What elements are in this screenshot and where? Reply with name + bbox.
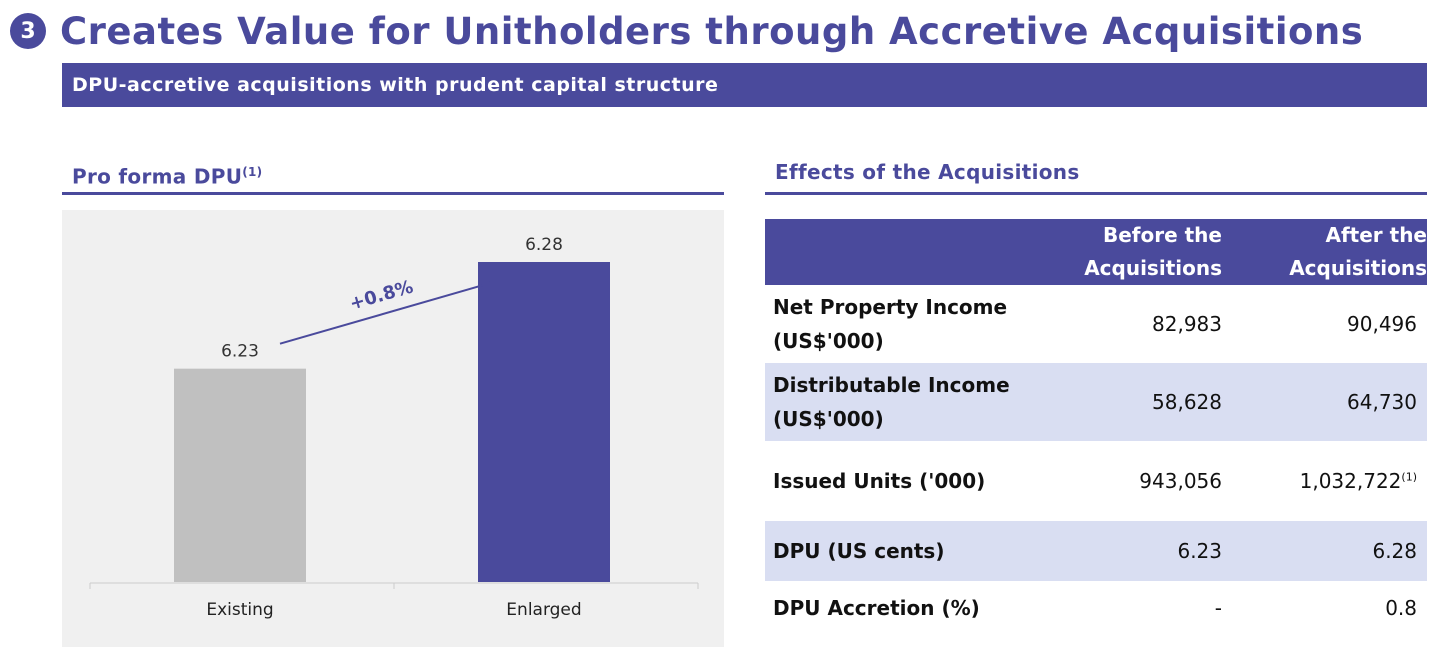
row-value-after: 1,032,722(1) bbox=[1228, 441, 1427, 521]
section-number-badge: 3 bbox=[10, 13, 46, 49]
row-value-before: - bbox=[1214, 596, 1222, 620]
row-value-after: 6.28 bbox=[1228, 521, 1427, 581]
page-title: Creates Value for Unitholders through Ac… bbox=[60, 9, 1364, 53]
row-label: Issued Units ('000) bbox=[773, 469, 986, 493]
row-value-before: 943,056 bbox=[1139, 469, 1222, 493]
table-row: DPU Accretion (%) - 0.8 bbox=[765, 581, 1427, 635]
category-label: Enlarged bbox=[506, 600, 581, 620]
footnote-marker: (1) bbox=[242, 165, 263, 179]
row-value-after: 0.8 bbox=[1385, 596, 1417, 620]
title-row: 3 Creates Value for Unitholders through … bbox=[10, 6, 1363, 56]
growth-annotation: +0.8% bbox=[347, 276, 415, 314]
growth-arrow-head bbox=[481, 280, 494, 291]
table-header-before: Before the Acquisitions bbox=[1047, 219, 1228, 285]
table-header-blank bbox=[765, 219, 1047, 285]
table-row: DPU (US cents) 6.23 6.28 bbox=[765, 521, 1427, 581]
row-label: Net Property Income (US$'000) bbox=[773, 295, 1008, 353]
subtitle-text: DPU-accretive acquisitions with prudent … bbox=[72, 74, 719, 96]
row-label: DPU (US cents) bbox=[765, 521, 1047, 581]
bar-enlarged bbox=[478, 262, 610, 582]
dpu-chart-svg: 6.23 Existing 6.28 Enlarged +0.8% bbox=[89, 235, 699, 620]
table-row: Distributable Income (US$'000) 58,628 64… bbox=[765, 363, 1427, 441]
chart-section-title-text: Pro forma DPU bbox=[72, 164, 243, 189]
chart-section-title: Pro forma DPU(1) bbox=[62, 152, 724, 195]
table-section-title-text: Effects of the Acquisitions bbox=[775, 160, 1080, 184]
row-value-after: 64,730 bbox=[1228, 363, 1427, 441]
row-label: Distributable Income (US$'000) bbox=[765, 363, 1047, 441]
row-label: DPU Accretion (%) bbox=[773, 596, 980, 620]
table-row: Net Property Income (US$'000) 82,983 90,… bbox=[765, 285, 1427, 363]
bar-value-label: 6.28 bbox=[525, 235, 563, 255]
row-value-before: 82,983 bbox=[1152, 312, 1222, 336]
row-value-before: 58,628 bbox=[1047, 363, 1228, 441]
row-value-after: 90,496 bbox=[1347, 312, 1417, 336]
table-header-after: After the Acquisitions bbox=[1228, 219, 1427, 285]
acquisition-effects-table: Before the Acquisitions After the Acquis… bbox=[765, 219, 1427, 635]
bar-value-label: 6.23 bbox=[221, 342, 259, 362]
growth-arrow-line bbox=[279, 283, 487, 345]
footnote-marker: (1) bbox=[1401, 470, 1417, 484]
dpu-chart: 6.23 Existing 6.28 Enlarged +0.8% bbox=[62, 210, 724, 647]
row-value-after-text: 1,032,722 bbox=[1299, 469, 1402, 493]
subtitle-bar: DPU-accretive acquisitions with prudent … bbox=[62, 63, 1427, 107]
bar-existing bbox=[174, 368, 306, 582]
table-row: Issued Units ('000) 943,056 1,032,722(1) bbox=[765, 441, 1427, 521]
table-header-row: Before the Acquisitions After the Acquis… bbox=[765, 219, 1427, 285]
table-section-title: Effects of the Acquisitions bbox=[765, 152, 1427, 195]
category-label: Existing bbox=[206, 600, 273, 620]
row-value-before: 6.23 bbox=[1047, 521, 1228, 581]
